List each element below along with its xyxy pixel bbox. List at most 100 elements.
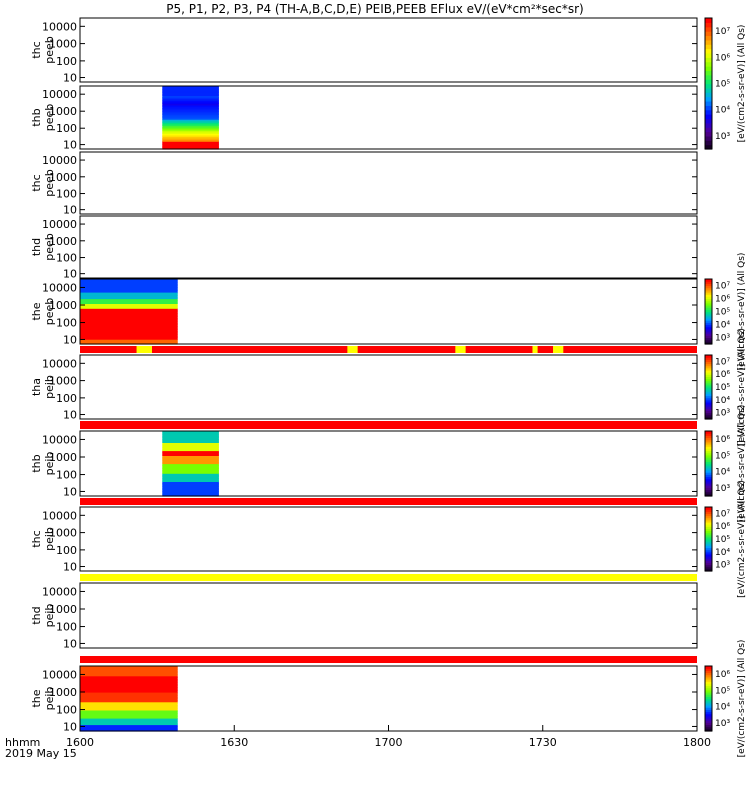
colorbar-cell: [705, 681, 712, 684]
y-tick-label: 100: [56, 544, 77, 557]
colorbar-cell: [705, 87, 712, 93]
colorbar-cell: [705, 18, 712, 23]
colorbar-tick-label: 10⁵: [715, 686, 730, 696]
heat-cell: [80, 293, 178, 296]
heat-cell: [162, 128, 219, 131]
colorbar-cell: [705, 476, 712, 480]
colorbar-cell: [705, 140, 712, 146]
colorbar-cell: [705, 431, 712, 434]
colorbar-cell: [705, 105, 712, 111]
panel-label: the: [30, 689, 43, 707]
heat-cell: [80, 698, 178, 701]
heat-cell: [80, 321, 178, 324]
heat-cell: [162, 111, 219, 114]
heat-cell: [80, 669, 178, 672]
panel-label: peeb: [43, 104, 56, 132]
colorbar-cell: [705, 289, 712, 293]
heat-cell: [80, 280, 178, 283]
heat-cell: [162, 90, 219, 93]
heat-cell: [80, 292, 178, 295]
colorbar-cell: [705, 521, 712, 525]
y-tick-label: 100: [56, 122, 77, 135]
spectrogram-panel-7: [162, 431, 219, 497]
heat-cell: [80, 335, 178, 339]
heat-cell: [80, 288, 178, 291]
heat-cell: [80, 279, 178, 282]
heat-cell: [80, 680, 178, 683]
heat-cell: [162, 123, 219, 126]
heat-cell: [80, 305, 178, 308]
colorbar-tick-label: 10⁷: [715, 27, 730, 37]
colorbar-cell: [705, 414, 712, 418]
heat-cell: [162, 98, 219, 101]
colorbar-cell: [705, 454, 712, 458]
colorbar-cell: [705, 374, 712, 377]
heat-cell: [162, 444, 219, 447]
y-tick-label: 100: [56, 317, 77, 330]
heat-cell: [80, 309, 178, 313]
heat-cell: [162, 491, 219, 494]
colorbar-cell: [705, 92, 712, 98]
colorbar-cell: [705, 728, 712, 732]
y-tick-label: 10: [63, 485, 77, 498]
colorbar-cell: [705, 372, 712, 375]
x-tick-label: 1630: [220, 736, 248, 749]
colorbar-cell: [705, 465, 712, 469]
colorbar-cell: [705, 309, 712, 313]
y-tick-label: 1000: [49, 105, 77, 118]
heat-cell: [80, 670, 178, 674]
colorbar-cell: [705, 493, 712, 497]
colorbar-cell: [705, 509, 712, 512]
heat-cell: [162, 489, 219, 492]
heat-cell: [80, 318, 178, 321]
status-bar-3: [80, 498, 697, 505]
colorbar-tick-label: 10⁵: [715, 308, 730, 318]
heat-cell: [162, 120, 219, 123]
status-segment: [553, 346, 564, 353]
heat-cell: [162, 89, 219, 92]
colorbar-cell: [705, 292, 712, 295]
colorbar-tick-label: 10⁴: [715, 703, 730, 713]
colorbar-cell: [705, 711, 712, 715]
colorbar-tick-label: 10⁴: [715, 468, 730, 478]
panel-frame-8: [79, 506, 698, 572]
heat-cell: [80, 340, 178, 343]
colorbar-label: [eV/(cm2-s-sr-eV)] (All Qs): [737, 640, 747, 758]
y-tick-label: 1000: [49, 527, 77, 540]
y-tick-label: 10: [63, 561, 77, 574]
heat-cell: [162, 144, 219, 147]
x-tick-label: 1600: [66, 736, 94, 749]
colorbar-cell: [705, 281, 712, 284]
colorbar-tick-label: 10⁴: [715, 548, 730, 558]
colorbar-cell: [705, 313, 712, 317]
status-bar-5: [80, 656, 697, 663]
colorbar-cell: [705, 483, 712, 486]
colorbar-cell: [705, 305, 712, 308]
colorbar-cell: [705, 566, 712, 570]
colorbar-cell: [705, 441, 712, 445]
colorbar-cell: [705, 287, 712, 291]
colorbar-cell: [705, 491, 712, 495]
colorbar-tick-label: 10⁴: [715, 396, 730, 406]
panel-label: peib: [43, 375, 56, 399]
heat-cell: [162, 437, 219, 440]
panel-label: thc: [30, 530, 43, 547]
heat-cell: [80, 677, 178, 680]
colorbar-tick-label: 10³: [715, 334, 730, 344]
colorbar-frame: [704, 430, 713, 497]
heat-cell: [80, 296, 178, 300]
colorbar-frame: [704, 354, 713, 420]
colorbar-cell: [705, 459, 712, 462]
colorbar-cell: [705, 408, 712, 412]
colorbar-tick-label: 10⁴: [715, 106, 730, 116]
heat-cell: [162, 134, 219, 137]
heat-cell: [80, 329, 178, 332]
heat-cell: [162, 141, 219, 144]
heat-cell: [80, 285, 178, 288]
colorbar-cell: [705, 397, 712, 401]
colorbar-cell: [705, 57, 712, 63]
heat-cell: [162, 440, 219, 443]
colorbar-cell: [705, 395, 712, 399]
heat-cell: [162, 447, 219, 450]
y-tick-label: 1000: [49, 235, 77, 248]
